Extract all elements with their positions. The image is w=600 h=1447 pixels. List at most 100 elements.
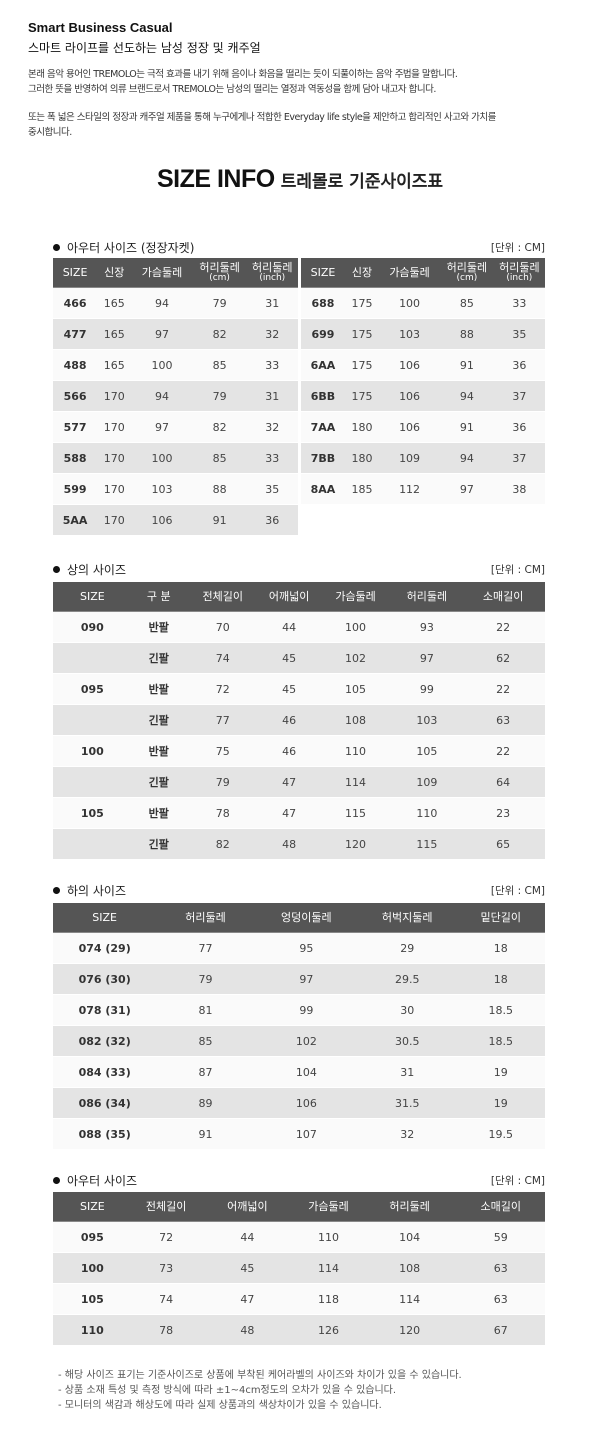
table-cell: 91 [440,412,494,443]
table-cell: 106 [379,412,441,443]
table-cell: 32 [246,412,298,443]
table-cell: 120 [362,1315,457,1346]
table-cell: 97 [254,964,359,995]
table-cell: 31 [246,381,298,412]
table-cell: 115 [318,798,393,829]
table-cell: 48 [259,829,319,860]
table-cell: 74 [185,643,260,674]
bullet-icon [53,887,60,894]
page-title: SIZE INFO 트레몰로 기준사이즈표 [0,165,600,194]
table-cell: 588 [53,443,98,474]
table-cell: 85 [156,1026,255,1057]
table-cell: 105 [53,798,132,829]
table-row: 688 175 100 85 33 [301,288,545,319]
table-cell: 19.5 [456,1119,545,1150]
table-cell: 109 [392,767,462,798]
table-row: 100 반팔 75 46 110 105 22 [53,736,545,767]
table-cell: 175 [344,381,380,412]
unit-label: [단위 : CM] [490,885,545,897]
table-cell: 095 [53,1222,132,1253]
note-line: - 모니터의 색감과 해상도에 따라 실제 상품과의 색상차이가 있을 수 있습… [58,1400,382,1411]
table-cell: 103 [131,474,193,505]
table-cell: 108 [318,705,393,736]
table-cell: 7AA [301,412,345,443]
table-row: 100 73 45 114 108 63 [53,1253,545,1284]
table-cell: 74 [131,1284,201,1315]
header-row: SIZE 구 분 전체길이 어깨넓이 가슴둘레 허리둘레 소매길이 [53,582,545,612]
intro-paragraph-1: 본래 음악 용어인 TREMOLO는 극적 효과를 내기 위해 음이나 화음을 … [28,67,458,97]
section-bottoms-title: 하의 사이즈 [단위 : CM] [53,882,545,899]
table-row: 095 72 44 110 104 59 [53,1222,545,1253]
table-cell: 45 [259,674,319,705]
header-row: SIZE 전체길이 어깨넓이 가슴둘레 허리둘레 소매길이 [53,1192,545,1222]
table-cell: 110 [294,1222,363,1253]
table-cell: 88 [440,319,494,350]
outer-size-table: SIZE 전체길이 어깨넓이 가슴둘레 허리둘레 소매길이 095 72 44 110 104 59 1… [53,1192,545,1346]
section-outer-suit-title: 아우터 사이즈 (정장자켓) [단위 : CM] [53,239,545,256]
table-cell: 599 [53,474,98,505]
notes: - 해당 사이즈 표기는 기준사이즈로 상품에 부착된 케어라벨의 사이즈와 차… [58,1368,462,1413]
table-cell: 18.5 [456,1026,545,1057]
section-title: 상의 사이즈 [67,563,127,577]
table-cell: 63 [461,705,545,736]
table-cell: 97 [440,474,494,505]
table-cell: 30 [358,995,457,1026]
table-cell: 6AA [301,350,345,381]
table-cell: 095 [53,674,132,705]
table-cell: 477 [53,319,98,350]
column-header: 허벅지둘레 [358,903,457,933]
intro-paragraph-2: 또는 폭 넓은 스타일의 정장과 캐주얼 제품을 통해 누구에게나 적합한 Ev… [28,110,496,140]
column-header: 가슴둘레 [294,1192,363,1222]
empty-cell [440,505,494,536]
column-header: 허리둘레 [362,1192,457,1222]
column-header: SIZE [53,258,98,288]
table-row: 긴팔 77 46 108 103 63 [53,705,545,736]
bullet-icon [53,566,60,573]
table-row: 105 74 47 118 114 63 [53,1284,545,1315]
table-cell: 104 [362,1222,457,1253]
table-cell: 120 [318,829,393,860]
table-cell: 67 [456,1315,545,1346]
table-cell: 110 [392,798,462,829]
table-cell: 77 [156,933,255,964]
table-cell: 109 [379,443,441,474]
table-cell: 82 [185,829,260,860]
table-cell: 70 [185,612,260,643]
table-cell: 33 [493,288,545,319]
table-cell: 46 [259,705,319,736]
table-cell: 87 [156,1057,255,1088]
table-cell: 102 [318,643,393,674]
table-cell: 78 [185,798,260,829]
table-cell: 126 [294,1315,363,1346]
table-cell: 44 [200,1222,295,1253]
column-header: 가슴둘레 [379,258,441,288]
table-cell: 93 [392,612,462,643]
table-row: 긴팔 74 45 102 97 62 [53,643,545,674]
table-cell: 79 [185,767,260,798]
table-cell: 103 [379,319,441,350]
table-row: 긴팔 82 48 120 115 65 [53,829,545,860]
table-cell: 19 [456,1057,545,1088]
table-row: 699 175 103 88 35 [301,319,545,350]
table-cell: 104 [254,1057,359,1088]
table-cell [53,767,132,798]
table-cell: 118 [294,1284,363,1315]
table-cell: 102 [254,1026,359,1057]
table-cell: 175 [344,288,380,319]
table-row: 105 반팔 78 47 115 110 23 [53,798,545,829]
table-cell: 090 [53,612,132,643]
table-cell: 108 [362,1253,457,1284]
table-cell: 95 [254,933,359,964]
table-cell: 165 [97,288,132,319]
table-cell: 94 [131,288,193,319]
column-header: 밑단길이 [456,903,545,933]
text-line: 그러한 뜻을 반영하여 의류 브랜드로서 TREMOLO는 남성의 떨리는 열정… [28,84,436,95]
table-cell: 36 [493,350,545,381]
brand-subtitle: 스마트 라이프를 선도하는 남성 정장 및 캐주얼 [28,41,261,55]
table-cell [53,643,132,674]
table-cell: 63 [456,1253,545,1284]
table-cell [53,705,132,736]
table-cell: 165 [97,350,132,381]
table-cell: 94 [440,381,494,412]
section-title: 아우터 사이즈 [67,1174,138,1188]
